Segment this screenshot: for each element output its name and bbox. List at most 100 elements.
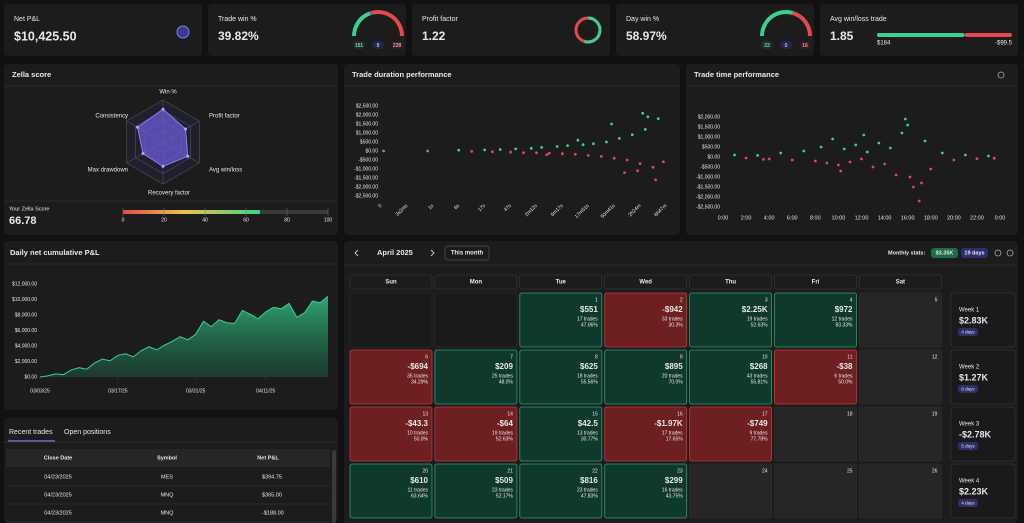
day-number: 18 <box>847 411 853 417</box>
day-cell[interactable] <box>859 292 942 348</box>
info-icon[interactable] <box>1006 249 1014 257</box>
cell: 04/23/2025 <box>44 510 72 516</box>
weekday-header <box>689 274 772 290</box>
day-cell[interactable] <box>774 406 857 462</box>
day-cell[interactable] <box>689 463 772 519</box>
day-cell[interactable] <box>859 463 942 519</box>
scatter-point <box>813 159 817 163</box>
day-cell[interactable] <box>434 349 518 405</box>
day-cell[interactable] <box>689 406 772 462</box>
day-cell[interactable] <box>774 292 857 348</box>
x-tick-label: 14:00 <box>878 215 892 221</box>
week-pill <box>958 442 978 450</box>
day-cell[interactable] <box>689 292 772 348</box>
x-tick-label: 17s <box>477 203 487 213</box>
y-tick-label: $0.00 <box>365 148 378 154</box>
day-trades: 19 trades <box>747 316 768 322</box>
day-pnl: -$942 <box>662 305 683 314</box>
day-trades: 17 trades <box>662 430 683 436</box>
weekday: Thu <box>725 280 736 286</box>
card-title: Trade time performance <box>694 70 779 79</box>
stat-label: Avg win/loss trade <box>830 16 887 23</box>
day-cell[interactable] <box>519 292 603 348</box>
day-cell[interactable] <box>774 349 857 405</box>
day-trades: 17 trades <box>577 316 598 322</box>
tab[interactable]: Recent trades <box>9 429 53 436</box>
stat-value: $10,425.50 <box>14 29 77 43</box>
x-tick-label: 03/03/25 <box>30 388 50 394</box>
day-cell[interactable] <box>774 463 857 519</box>
tab[interactable]: Open positions <box>64 429 111 436</box>
day-trades: 9 trades <box>750 430 769 436</box>
day-cell[interactable] <box>859 406 942 462</box>
nav-next[interactable] <box>430 249 435 257</box>
day-rate: 70.0% <box>669 379 684 385</box>
day-trades: 20 trades <box>662 373 683 379</box>
y-tick-label: $1,500.00 <box>356 121 378 127</box>
day-number: 5 <box>935 297 938 303</box>
day-cell[interactable] <box>519 406 603 462</box>
day-cell[interactable] <box>519 349 603 405</box>
day-cell[interactable] <box>604 463 688 519</box>
day-cell[interactable] <box>604 406 688 462</box>
nav-arrow: April 2025 <box>377 248 413 257</box>
scatter-point <box>654 178 658 182</box>
radar-point <box>161 107 165 111</box>
scatter-point <box>987 154 990 158</box>
weekday-header <box>774 274 857 290</box>
card <box>686 64 1018 235</box>
x-tick-label: 6:00 <box>787 215 798 221</box>
day-cell[interactable] <box>689 349 772 405</box>
day-cell[interactable] <box>434 463 518 519</box>
weekday-header <box>604 274 688 290</box>
y-tick-label: $2,000.00 <box>356 112 378 118</box>
nav-prev[interactable] <box>354 249 359 257</box>
day-cell[interactable] <box>859 349 942 405</box>
y-tick-label: $10,000.00 <box>12 297 37 303</box>
scatter-point <box>540 146 544 149</box>
day-number: 12 <box>932 354 938 360</box>
day-cell[interactable] <box>434 406 518 462</box>
day-cell[interactable] <box>604 292 688 348</box>
area <box>40 296 328 377</box>
scatter-point <box>483 148 487 152</box>
scatter-point <box>623 171 626 175</box>
day-pnl: -$43.3 <box>405 419 428 428</box>
day-trades: 10 trades <box>407 430 428 436</box>
day-cell[interactable] <box>519 463 603 519</box>
day-cell[interactable] <box>604 349 688 405</box>
scatter-point <box>592 142 595 146</box>
y-tick-label: $0.00 <box>707 154 720 160</box>
scatter-point <box>529 146 533 150</box>
radar-axis-label: Recovery factor <box>148 191 190 197</box>
scatter-point <box>612 156 616 160</box>
scatter-point <box>610 122 613 126</box>
score-fill <box>123 210 260 214</box>
day-trades: 12 trades <box>832 316 853 322</box>
radar-axis-label: Avg win/loss <box>209 168 242 174</box>
scatter-point <box>491 150 494 154</box>
scatter-point <box>636 169 639 173</box>
cell: $365.00 <box>262 492 282 498</box>
day-cell[interactable] <box>349 406 433 462</box>
x-tick-label: 0 <box>377 203 383 209</box>
scatter-point <box>848 160 852 164</box>
day-number: 9 <box>680 354 683 360</box>
y-tick-label: -$1,500.00 <box>696 184 720 190</box>
scatter-point <box>641 111 645 115</box>
table-header <box>6 449 330 467</box>
day-rate: 47.83% <box>581 493 599 499</box>
day-cell[interactable] <box>349 349 433 405</box>
gauge-arc <box>370 10 404 37</box>
x-tick-label: 0:00 <box>718 215 729 221</box>
day-pnl: $509 <box>495 476 513 485</box>
week-days: 5 days <box>961 444 975 449</box>
settings-icon[interactable] <box>997 71 1005 79</box>
score-tick-label: 100 <box>324 217 333 223</box>
settings-icon[interactable] <box>994 249 1002 257</box>
week-days: 6 days <box>961 387 975 392</box>
button[interactable] <box>444 245 490 261</box>
cell: MNQ <box>161 492 175 498</box>
day-cell[interactable] <box>349 463 433 519</box>
day-rate: 63.64% <box>411 493 429 499</box>
